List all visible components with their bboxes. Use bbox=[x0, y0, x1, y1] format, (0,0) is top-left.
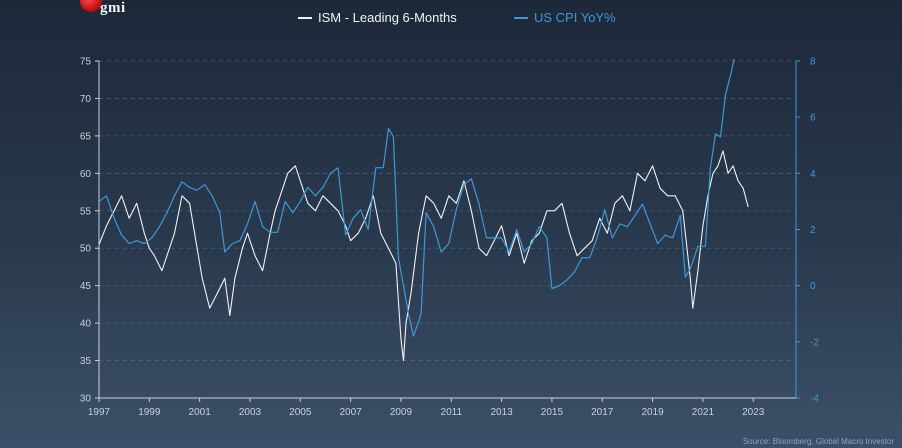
right-tick-label-2: 2 bbox=[810, 225, 816, 236]
legend-swatch-ism bbox=[298, 16, 312, 19]
legend-item-ism: ISM - Leading 6-Months bbox=[298, 10, 457, 25]
series-line-ism-leading-6m bbox=[99, 150, 749, 362]
left-tick-label-75: 75 bbox=[80, 57, 92, 68]
x-tick-label-2011: 2011 bbox=[441, 407, 463, 418]
right-tick-label-6: 6 bbox=[810, 113, 816, 124]
right-tick-label-4: 4 bbox=[810, 169, 816, 180]
legend-item-cpi: US CPI YoY% bbox=[514, 10, 616, 25]
legend: ISM - Leading 6-Months US CPI YoY% bbox=[0, 10, 902, 30]
left-tick-label-60: 60 bbox=[80, 169, 92, 180]
right-tick-label-0: 0 bbox=[810, 281, 816, 292]
left-tick-label-65: 65 bbox=[80, 131, 92, 142]
x-tick-label-2013: 2013 bbox=[490, 407, 513, 418]
x-tick-label-2001: 2001 bbox=[189, 407, 212, 418]
left-tick-label-50: 50 bbox=[80, 244, 92, 255]
logo-text: gmi bbox=[100, 0, 126, 16]
left-tick-label-70: 70 bbox=[80, 94, 92, 105]
x-tick-label-2021: 2021 bbox=[692, 407, 715, 418]
gmi-logo: gmi bbox=[78, 0, 138, 22]
x-tick-label-2005: 2005 bbox=[289, 407, 312, 418]
source-note: Source: Bloomberg, Global Macro Investor bbox=[742, 437, 894, 446]
logo-dot-icon bbox=[80, 0, 102, 12]
x-tick-label-2017: 2017 bbox=[591, 407, 614, 418]
right-tick-label--2: -2 bbox=[810, 337, 819, 348]
x-tick-label-1997: 1997 bbox=[88, 407, 111, 418]
x-tick-label-2007: 2007 bbox=[339, 407, 362, 418]
left-tick-label-35: 35 bbox=[80, 356, 92, 367]
left-tick-label-30: 30 bbox=[80, 394, 92, 405]
legend-swatch-cpi bbox=[514, 16, 528, 19]
x-tick-label-2003: 2003 bbox=[239, 407, 262, 418]
left-tick-label-45: 45 bbox=[80, 281, 92, 292]
x-tick-label-2015: 2015 bbox=[541, 407, 564, 418]
right-tick-label--4: -4 bbox=[810, 394, 819, 405]
x-tick-label-2023: 2023 bbox=[742, 407, 765, 418]
x-tick-label-2009: 2009 bbox=[390, 407, 413, 418]
right-tick-label-8: 8 bbox=[810, 57, 816, 68]
series-line-us-cpi-yoy bbox=[99, 59, 735, 337]
legend-label-ism: ISM - Leading 6-Months bbox=[318, 10, 457, 25]
legend-label-cpi: US CPI YoY% bbox=[534, 10, 616, 25]
x-tick-label-2019: 2019 bbox=[641, 407, 664, 418]
left-tick-label-40: 40 bbox=[80, 319, 92, 330]
left-tick-label-55: 55 bbox=[80, 206, 92, 217]
x-tick-label-1999: 1999 bbox=[138, 407, 161, 418]
